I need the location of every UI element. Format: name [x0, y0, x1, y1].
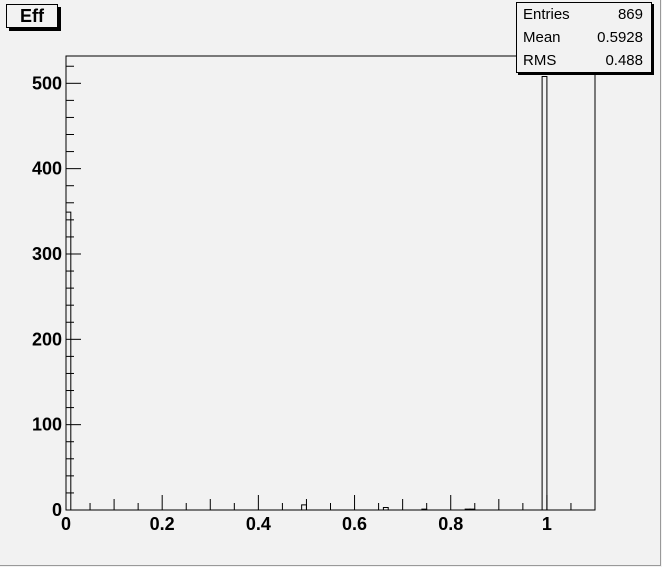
histogram-bin: [382, 506, 389, 510]
y-tick-label: 400: [32, 159, 62, 179]
stats-row-entries: Entries 869: [523, 4, 643, 26]
x-tick-label: 0.6: [342, 514, 367, 534]
histogram-title: Eff: [6, 4, 58, 28]
stats-box: Entries 869 Mean 0.5928 RMS 0.488: [516, 2, 652, 73]
y-tick-label: 500: [32, 73, 62, 93]
x-tick-label: 0.2: [150, 514, 175, 534]
histogram-bin: [65, 211, 72, 510]
y-tick-label: 300: [32, 244, 62, 264]
y-tick-label: 100: [32, 415, 62, 435]
plot-frame: [65, 55, 596, 511]
x-tick-label: 0.4: [246, 514, 271, 534]
stats-row-rms: RMS 0.488: [523, 50, 643, 72]
x-tick-label: 1: [542, 514, 552, 534]
stats-row-mean: Mean 0.5928: [523, 27, 643, 49]
stats-value: 0.488: [605, 52, 643, 69]
histogram-bin: [301, 504, 307, 510]
y-tick-label: 0: [52, 500, 62, 520]
x-tick-label: 0.8: [438, 514, 463, 534]
x-tick-label: 0: [61, 514, 71, 534]
stats-label: RMS: [523, 52, 557, 69]
stats-value: 0.5928: [597, 29, 643, 46]
histogram-bin: [541, 75, 548, 510]
stats-value: 869: [617, 6, 643, 23]
stats-label: Mean: [523, 29, 561, 46]
stats-label: Entries: [523, 6, 570, 23]
y-tick-label: 200: [32, 329, 62, 349]
